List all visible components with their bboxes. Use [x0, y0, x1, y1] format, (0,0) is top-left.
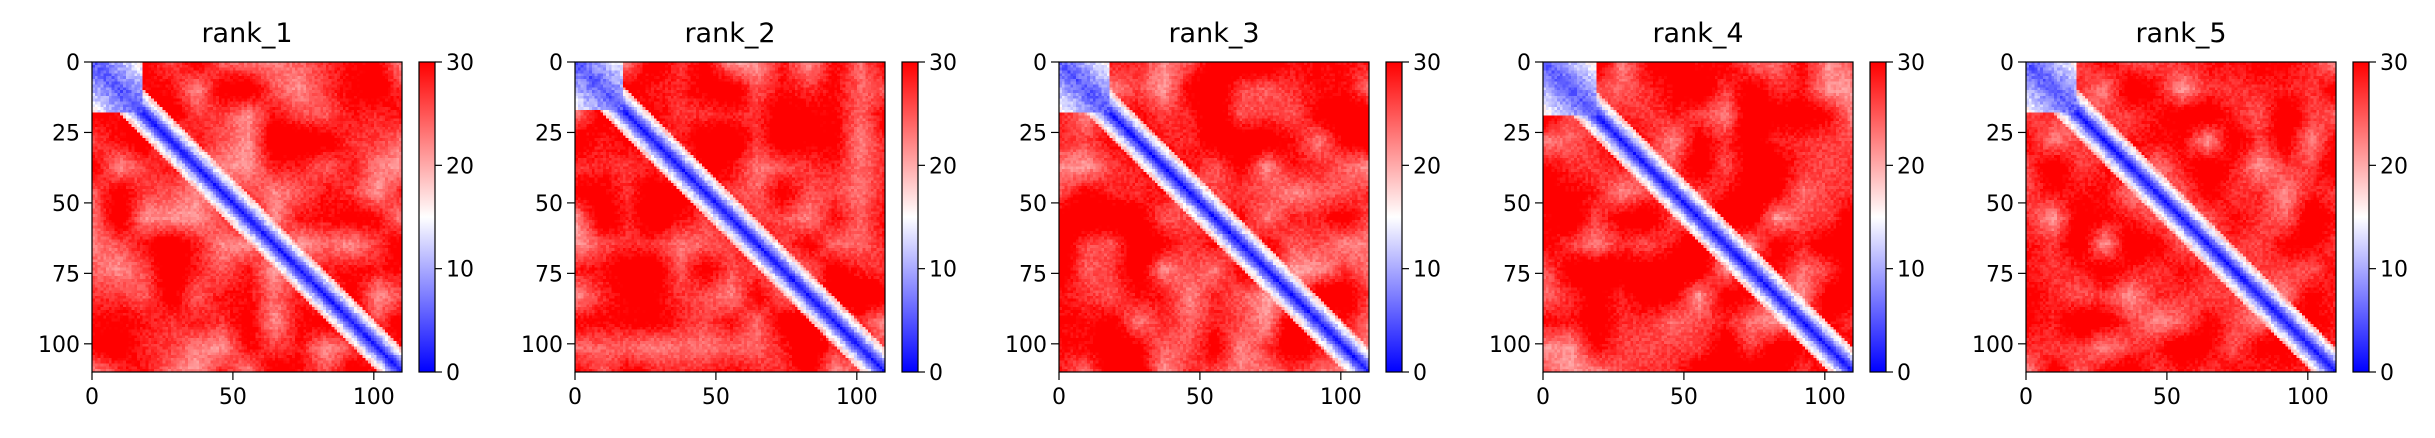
colorbar-tick-label: 0	[1897, 361, 1911, 386]
panel-rank_2: rank_2 0 50 100 0 25 50 75 100 0 10 20 30	[521, 18, 957, 410]
axes-frame	[1058, 61, 1370, 373]
y-tick-label: 50	[1503, 192, 1531, 217]
y-tick-label: 0	[1517, 51, 1531, 76]
colorbar-tick-label: 0	[2380, 361, 2394, 386]
colorbar-tick-label: 30	[929, 51, 957, 76]
panel-rank_4: rank_4 0 50 100 0 25 50 75 100 0 10 20 30	[1489, 18, 1925, 410]
colorbar-tick-label: 20	[1897, 154, 1925, 179]
colorbar	[1385, 61, 1403, 373]
x-tick-label: 0	[2019, 385, 2033, 410]
y-tick-label: 50	[52, 192, 80, 217]
y-tick-label: 0	[549, 51, 563, 76]
x-tick-label: 100	[1804, 385, 1846, 410]
y-tick-label: 50	[535, 192, 563, 217]
heatmap-image	[1059, 62, 1369, 372]
y-tick-label: 100	[1489, 333, 1531, 358]
colorbar	[901, 61, 919, 373]
y-tick-label: 25	[1503, 121, 1531, 146]
x-tick-label: 0	[85, 385, 99, 410]
heatmap-image	[92, 62, 402, 372]
x-tick-label: 100	[2287, 385, 2329, 410]
colorbar-tick-label: 20	[929, 154, 957, 179]
y-tick-label: 100	[1972, 333, 2014, 358]
colorbar-tick-label: 20	[2380, 154, 2408, 179]
y-tick-label: 75	[1503, 262, 1531, 287]
colorbar-tick-label: 20	[446, 154, 474, 179]
colorbar-tick-label: 0	[1413, 361, 1427, 386]
y-tick-label: 100	[521, 333, 563, 358]
y-tick-label: 100	[1005, 333, 1047, 358]
panel-title: rank_2	[684, 18, 775, 49]
colorbar-tick-label: 30	[1897, 51, 1925, 76]
x-tick-label: 0	[1052, 385, 1066, 410]
y-tick-label: 25	[535, 121, 563, 146]
axes-frame	[574, 61, 886, 373]
x-tick-label: 50	[219, 385, 247, 410]
x-tick-label: 50	[702, 385, 730, 410]
panel-title: rank_5	[2135, 18, 2226, 49]
panel-title: rank_4	[1652, 18, 1743, 49]
x-tick-label: 100	[1320, 385, 1362, 410]
x-tick-label: 50	[1670, 385, 1698, 410]
y-tick-label: 75	[1019, 262, 1047, 287]
heatmap-image	[575, 62, 885, 372]
colorbar-tick-label: 30	[1413, 51, 1441, 76]
axes-frame	[1542, 61, 1854, 373]
y-tick-label: 0	[66, 51, 80, 76]
y-tick-label: 0	[1033, 51, 1047, 76]
y-tick-label: 50	[1986, 192, 2014, 217]
y-tick-label: 25	[1019, 121, 1047, 146]
colorbar	[1869, 61, 1887, 373]
colorbar	[418, 61, 436, 373]
colorbar-tick-label: 10	[2380, 258, 2408, 283]
colorbar-tick-label: 30	[2380, 51, 2408, 76]
y-tick-label: 25	[52, 121, 80, 146]
axes-frame	[2025, 61, 2337, 373]
y-tick-label: 100	[38, 333, 80, 358]
x-tick-label: 100	[353, 385, 395, 410]
panel-rank_3: rank_3 0 50 100 0 25 50 75 100 0 10 20 30	[1005, 18, 1441, 410]
y-tick-label: 75	[1986, 262, 2014, 287]
y-tick-label: 0	[2000, 51, 2014, 76]
colorbar	[2352, 61, 2370, 373]
x-tick-label: 100	[836, 385, 878, 410]
colorbar-tick-label: 10	[1413, 258, 1441, 283]
x-tick-label: 0	[1536, 385, 1550, 410]
panel-rank_5: rank_5 0 50 100 0 25 50 75 100 0 10 20 30	[1972, 18, 2408, 410]
y-tick-label: 75	[535, 262, 563, 287]
colorbar-tick-label: 10	[929, 258, 957, 283]
x-tick-label: 50	[2153, 385, 2181, 410]
panel-title: rank_3	[1168, 18, 1259, 49]
y-tick-label: 25	[1986, 121, 2014, 146]
colorbar-tick-label: 20	[1413, 154, 1441, 179]
axes-frame	[91, 61, 403, 373]
colorbar-tick-label: 30	[446, 51, 474, 76]
colorbar-tick-label: 0	[929, 361, 943, 386]
panel-title: rank_1	[201, 18, 292, 49]
colorbar-tick-label: 10	[446, 258, 474, 283]
colorbar-tick-label: 0	[446, 361, 460, 386]
y-tick-label: 75	[52, 262, 80, 287]
y-tick-label: 50	[1019, 192, 1047, 217]
heatmap-image	[1543, 62, 1853, 372]
panel-rank_1: rank_1 0 50 100 0 25 50 75 100 0 10 20 30	[38, 18, 474, 410]
x-tick-label: 50	[1186, 385, 1214, 410]
colorbar-tick-label: 10	[1897, 258, 1925, 283]
heatmap-image	[2026, 62, 2336, 372]
x-tick-label: 0	[568, 385, 582, 410]
